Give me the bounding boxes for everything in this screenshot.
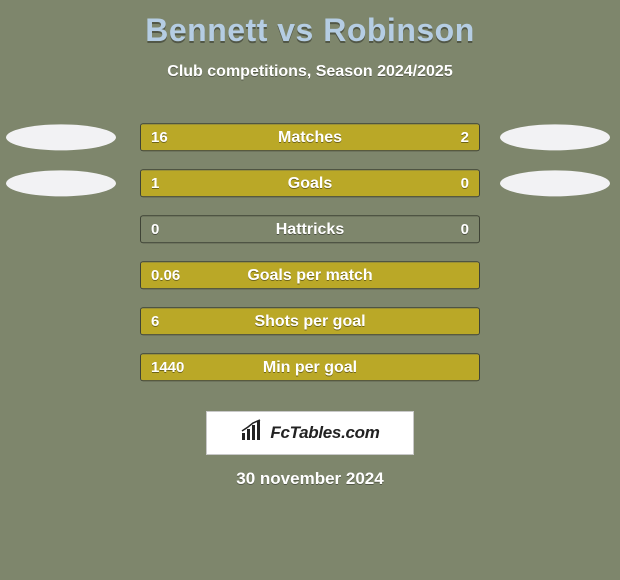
stat-bar-left-fill xyxy=(141,170,405,196)
stat-bar-track: 6 Shots per goal xyxy=(140,307,480,335)
stat-row-hattricks: 0 Hattricks 0 xyxy=(0,209,620,255)
page-title: Bennett vs Robinson xyxy=(0,0,620,49)
stat-row-matches: 16 Matches 2 xyxy=(0,117,620,163)
stat-bar-right-fill xyxy=(405,124,479,150)
stat-rows: 16 Matches 2 1 Goals 0 0 Hattricks xyxy=(0,117,620,393)
stat-bar-track: 16 Matches 2 xyxy=(140,123,480,151)
comparison-panel: Bennett vs Robinson Club competitions, S… xyxy=(0,0,620,580)
subtitle: Club competitions, Season 2024/2025 xyxy=(0,63,620,81)
player-left-avatar xyxy=(6,124,116,150)
stat-row-gpm: 0.06 Goals per match xyxy=(0,255,620,301)
stat-bar-left-fill xyxy=(141,262,479,288)
stat-left-value: 0 xyxy=(151,216,159,243)
player-right-avatar xyxy=(500,124,610,150)
chart-icon xyxy=(240,419,264,448)
stat-row-mpg: 1440 Min per goal xyxy=(0,347,620,393)
stat-bar-left-fill xyxy=(141,308,479,334)
stat-bar-track: 1440 Min per goal xyxy=(140,353,480,381)
stat-right-value: 0 xyxy=(461,216,469,243)
stat-row-spg: 6 Shots per goal xyxy=(0,301,620,347)
brand-badge[interactable]: FcTables.com xyxy=(206,411,414,455)
stat-row-goals: 1 Goals 0 xyxy=(0,163,620,209)
stat-bar-track: 1 Goals 0 xyxy=(140,169,480,197)
stat-label: Hattricks xyxy=(141,216,479,243)
player-right-avatar xyxy=(500,170,610,196)
stat-bar-left-fill xyxy=(141,354,479,380)
player-left-avatar xyxy=(6,170,116,196)
stat-bar-right-fill xyxy=(405,170,479,196)
brand-text: FcTables.com xyxy=(270,423,379,443)
date-label: 30 november 2024 xyxy=(0,469,620,489)
stat-bar-track: 0 Hattricks 0 xyxy=(140,215,480,243)
stat-bar-track: 0.06 Goals per match xyxy=(140,261,480,289)
stat-bar-left-fill xyxy=(141,124,405,150)
